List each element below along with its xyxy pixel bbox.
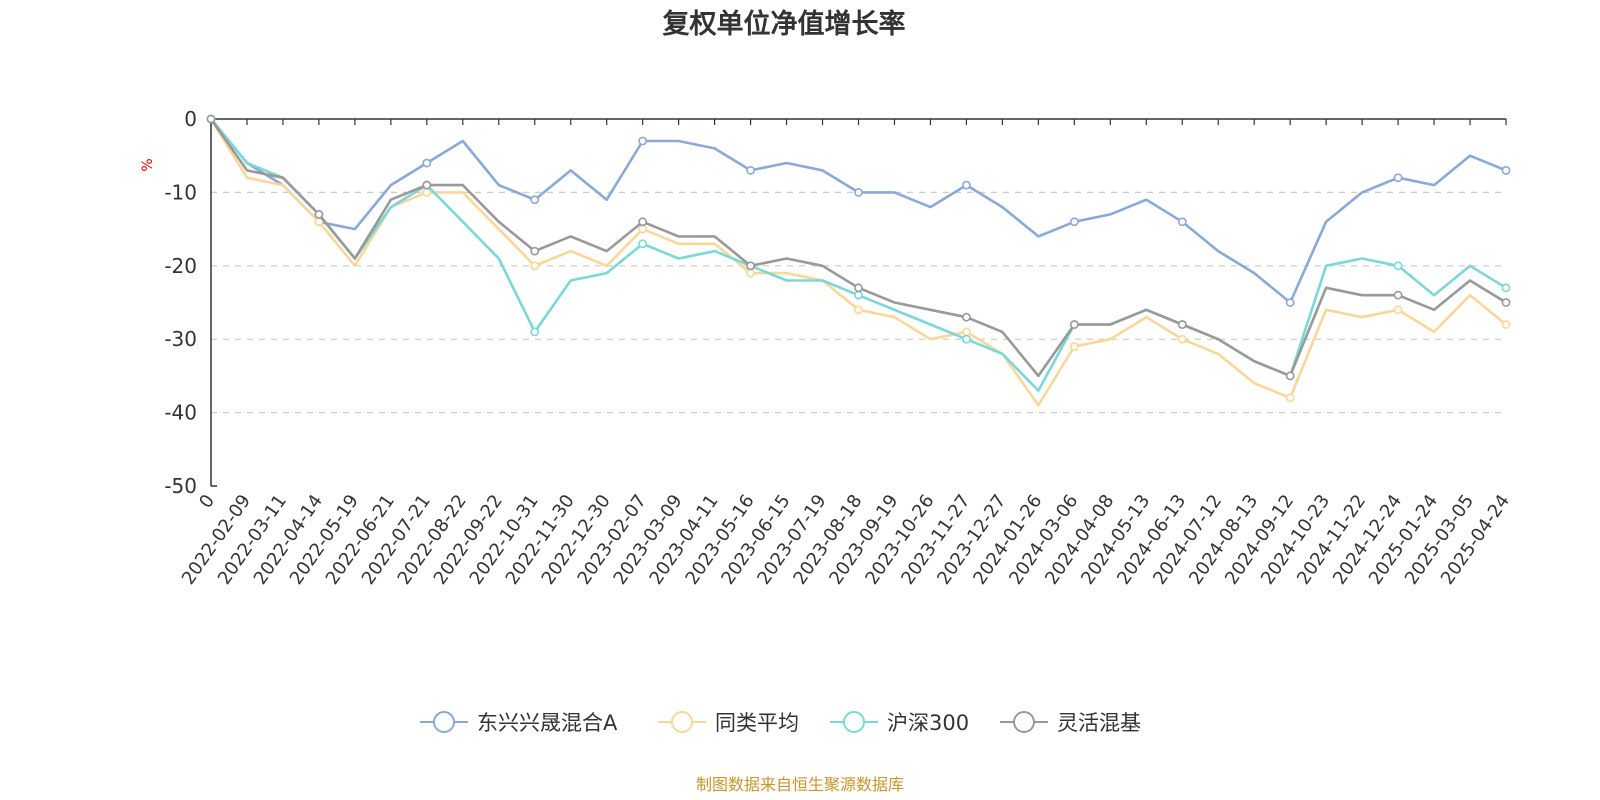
- data-point: [638, 136, 648, 146]
- data-point: [1069, 320, 1079, 329]
- data-point: [1285, 298, 1295, 307]
- legend-item[interactable]: 同类平均: [658, 711, 799, 735]
- data-point: [962, 327, 971, 337]
- y-tick-labels: 0 -10 -20 -30 -40 -50: [164, 107, 197, 498]
- legend-marker-icon: [1013, 711, 1035, 733]
- series-line: [209, 118, 1507, 407]
- legend-marker-icon: [433, 711, 455, 733]
- data-point: [1069, 342, 1079, 351]
- series-line: [209, 118, 1507, 378]
- data-point: [962, 334, 971, 344]
- y-tick-label: -50: [164, 474, 197, 498]
- grid-lines: [211, 191, 1506, 414]
- data-point: [530, 246, 540, 256]
- data-point: [1393, 261, 1403, 271]
- data-point: [854, 187, 863, 197]
- data-point: [422, 187, 432, 197]
- data-point: [1285, 371, 1295, 381]
- data-point: [206, 114, 216, 124]
- data-point: [1177, 334, 1187, 344]
- series-lines: [206, 114, 1511, 407]
- legend-label: 沪深300: [887, 711, 969, 735]
- data-point: [422, 180, 432, 190]
- x-tick-label: 0: [195, 491, 219, 512]
- data-point: [854, 305, 863, 315]
- legend-item[interactable]: 灵活混基: [1000, 711, 1141, 735]
- data-point: [638, 224, 648, 234]
- legend-label: 灵活混基: [1057, 711, 1141, 735]
- data-point: [1177, 320, 1187, 329]
- y-tick-label: -40: [164, 401, 197, 425]
- series-line: [209, 118, 1507, 304]
- data-point: [1069, 217, 1079, 227]
- legend-item[interactable]: 东兴兴晟混合A: [420, 711, 618, 735]
- data-point: [1501, 165, 1511, 175]
- data-point: [530, 195, 540, 205]
- data-point: [1501, 320, 1511, 329]
- data-point: [1393, 173, 1403, 183]
- y-tick-label: -30: [164, 327, 197, 351]
- data-point: [962, 180, 971, 190]
- y-axis-unit: %: [140, 158, 156, 171]
- data-point: [1501, 298, 1511, 307]
- data-point: [854, 290, 863, 300]
- data-point: [530, 327, 540, 337]
- legend-label: 同类平均: [715, 711, 799, 735]
- data-point: [1393, 305, 1403, 315]
- data-point: [962, 312, 971, 322]
- legend-marker-icon: [671, 711, 693, 733]
- data-point: [314, 210, 324, 219]
- y-tick-label: 0: [184, 107, 197, 131]
- legend-label: 东兴兴晟混合A: [477, 711, 618, 735]
- legend-marker-icon: [843, 711, 865, 733]
- data-point: [530, 261, 540, 271]
- source-note: 制图数据来自恒生聚源数据库: [696, 775, 904, 794]
- y-tick-label: -10: [164, 180, 197, 204]
- data-point: [638, 217, 648, 227]
- data-point: [1177, 217, 1187, 227]
- y-tick-label: -20: [164, 254, 197, 278]
- data-point: [1285, 393, 1295, 403]
- data-point: [854, 283, 863, 293]
- data-point: [1393, 290, 1403, 300]
- chart-title: 复权单位净值增长率: [663, 8, 906, 40]
- legend[interactable]: 东兴兴晟混合A 同类平均 沪深300 灵活混基: [420, 711, 1141, 735]
- data-point: [746, 261, 755, 271]
- data-point: [422, 158, 432, 168]
- legend-item[interactable]: 沪深300: [830, 711, 969, 735]
- data-point: [746, 165, 755, 175]
- axes: [210, 118, 1507, 487]
- data-point: [1501, 283, 1511, 293]
- data-point: [746, 268, 755, 278]
- data-point: [638, 239, 648, 249]
- x-tick-labels: 02022-02-092022-03-112022-04-142022-05-1…: [178, 491, 1514, 589]
